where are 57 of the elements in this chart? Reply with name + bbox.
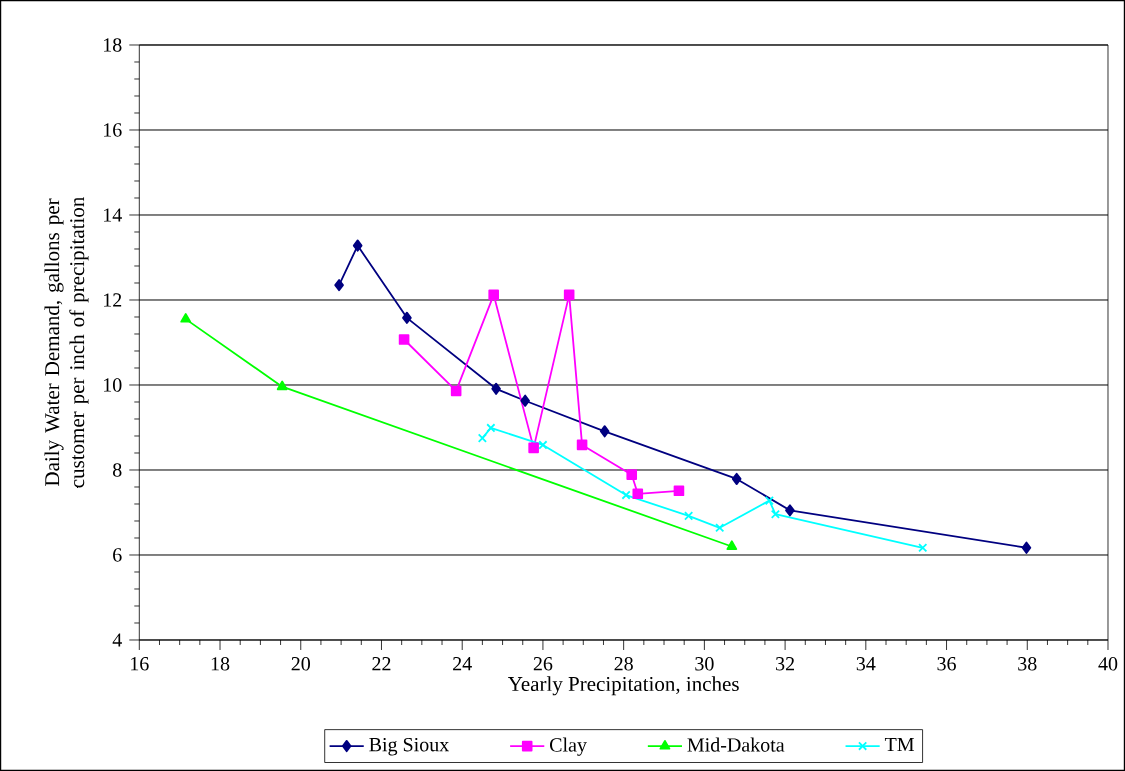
point <box>726 540 738 550</box>
x-tick-label: 20 <box>291 657 311 671</box>
point <box>626 469 638 480</box>
point <box>576 439 588 451</box>
point <box>918 543 928 553</box>
x-tick-label: 22 <box>372 657 391 671</box>
x-tick-label: 36 <box>937 657 956 671</box>
legend-label: Mid-Dakota <box>687 737 785 752</box>
x-tick-label: 34 <box>856 657 876 671</box>
point <box>488 289 499 301</box>
x-tick-label: 26 <box>533 657 553 671</box>
point <box>334 279 344 292</box>
point <box>477 433 487 443</box>
point <box>538 440 548 450</box>
point <box>528 442 539 454</box>
point <box>785 504 795 517</box>
y-tick-label: 12 <box>104 293 122 307</box>
point <box>764 496 774 506</box>
point <box>715 523 725 533</box>
x-tick-label: 18 <box>211 657 230 671</box>
x-tick-label: 38 <box>1018 657 1037 671</box>
y-tick-label: 16 <box>104 123 122 137</box>
point <box>491 382 501 395</box>
point <box>731 472 742 486</box>
legend-label: Clay <box>549 737 587 756</box>
point <box>621 490 631 500</box>
y-tick-label: 6 <box>113 548 122 562</box>
point <box>352 239 363 252</box>
x-tick-label: 24 <box>453 657 472 671</box>
y-axis-title: Daily Water Demand, gallons per customer per inch of precipitation <box>44 197 89 488</box>
x-tick-label: 30 <box>695 657 714 671</box>
point <box>180 313 192 323</box>
point <box>673 485 685 497</box>
legend-label: Big Sioux <box>369 737 449 756</box>
point <box>632 488 644 500</box>
point <box>599 425 610 438</box>
x-tick-label: 32 <box>776 657 795 671</box>
x-tick-label: 40 <box>1098 657 1118 671</box>
y-tick-label: 10 <box>104 378 122 392</box>
x-tick-label: 28 <box>614 657 633 671</box>
point <box>398 334 410 345</box>
y-tick-label: 18 <box>104 38 122 52</box>
point <box>450 385 462 397</box>
x-axis-title: Yearly Precipitation, inches <box>508 676 739 696</box>
y-tick-label: 14 <box>104 208 122 222</box>
legend-label: TM <box>884 738 915 752</box>
point <box>684 511 694 521</box>
point <box>486 423 496 433</box>
point <box>1021 541 1032 554</box>
point <box>770 509 780 519</box>
point <box>276 380 288 391</box>
x-tick-label: 16 <box>131 657 149 671</box>
point <box>563 289 575 301</box>
y-tick-label: 8 <box>112 463 122 477</box>
point <box>402 311 412 324</box>
point <box>520 394 530 407</box>
y-tick-label: 4 <box>112 633 122 647</box>
